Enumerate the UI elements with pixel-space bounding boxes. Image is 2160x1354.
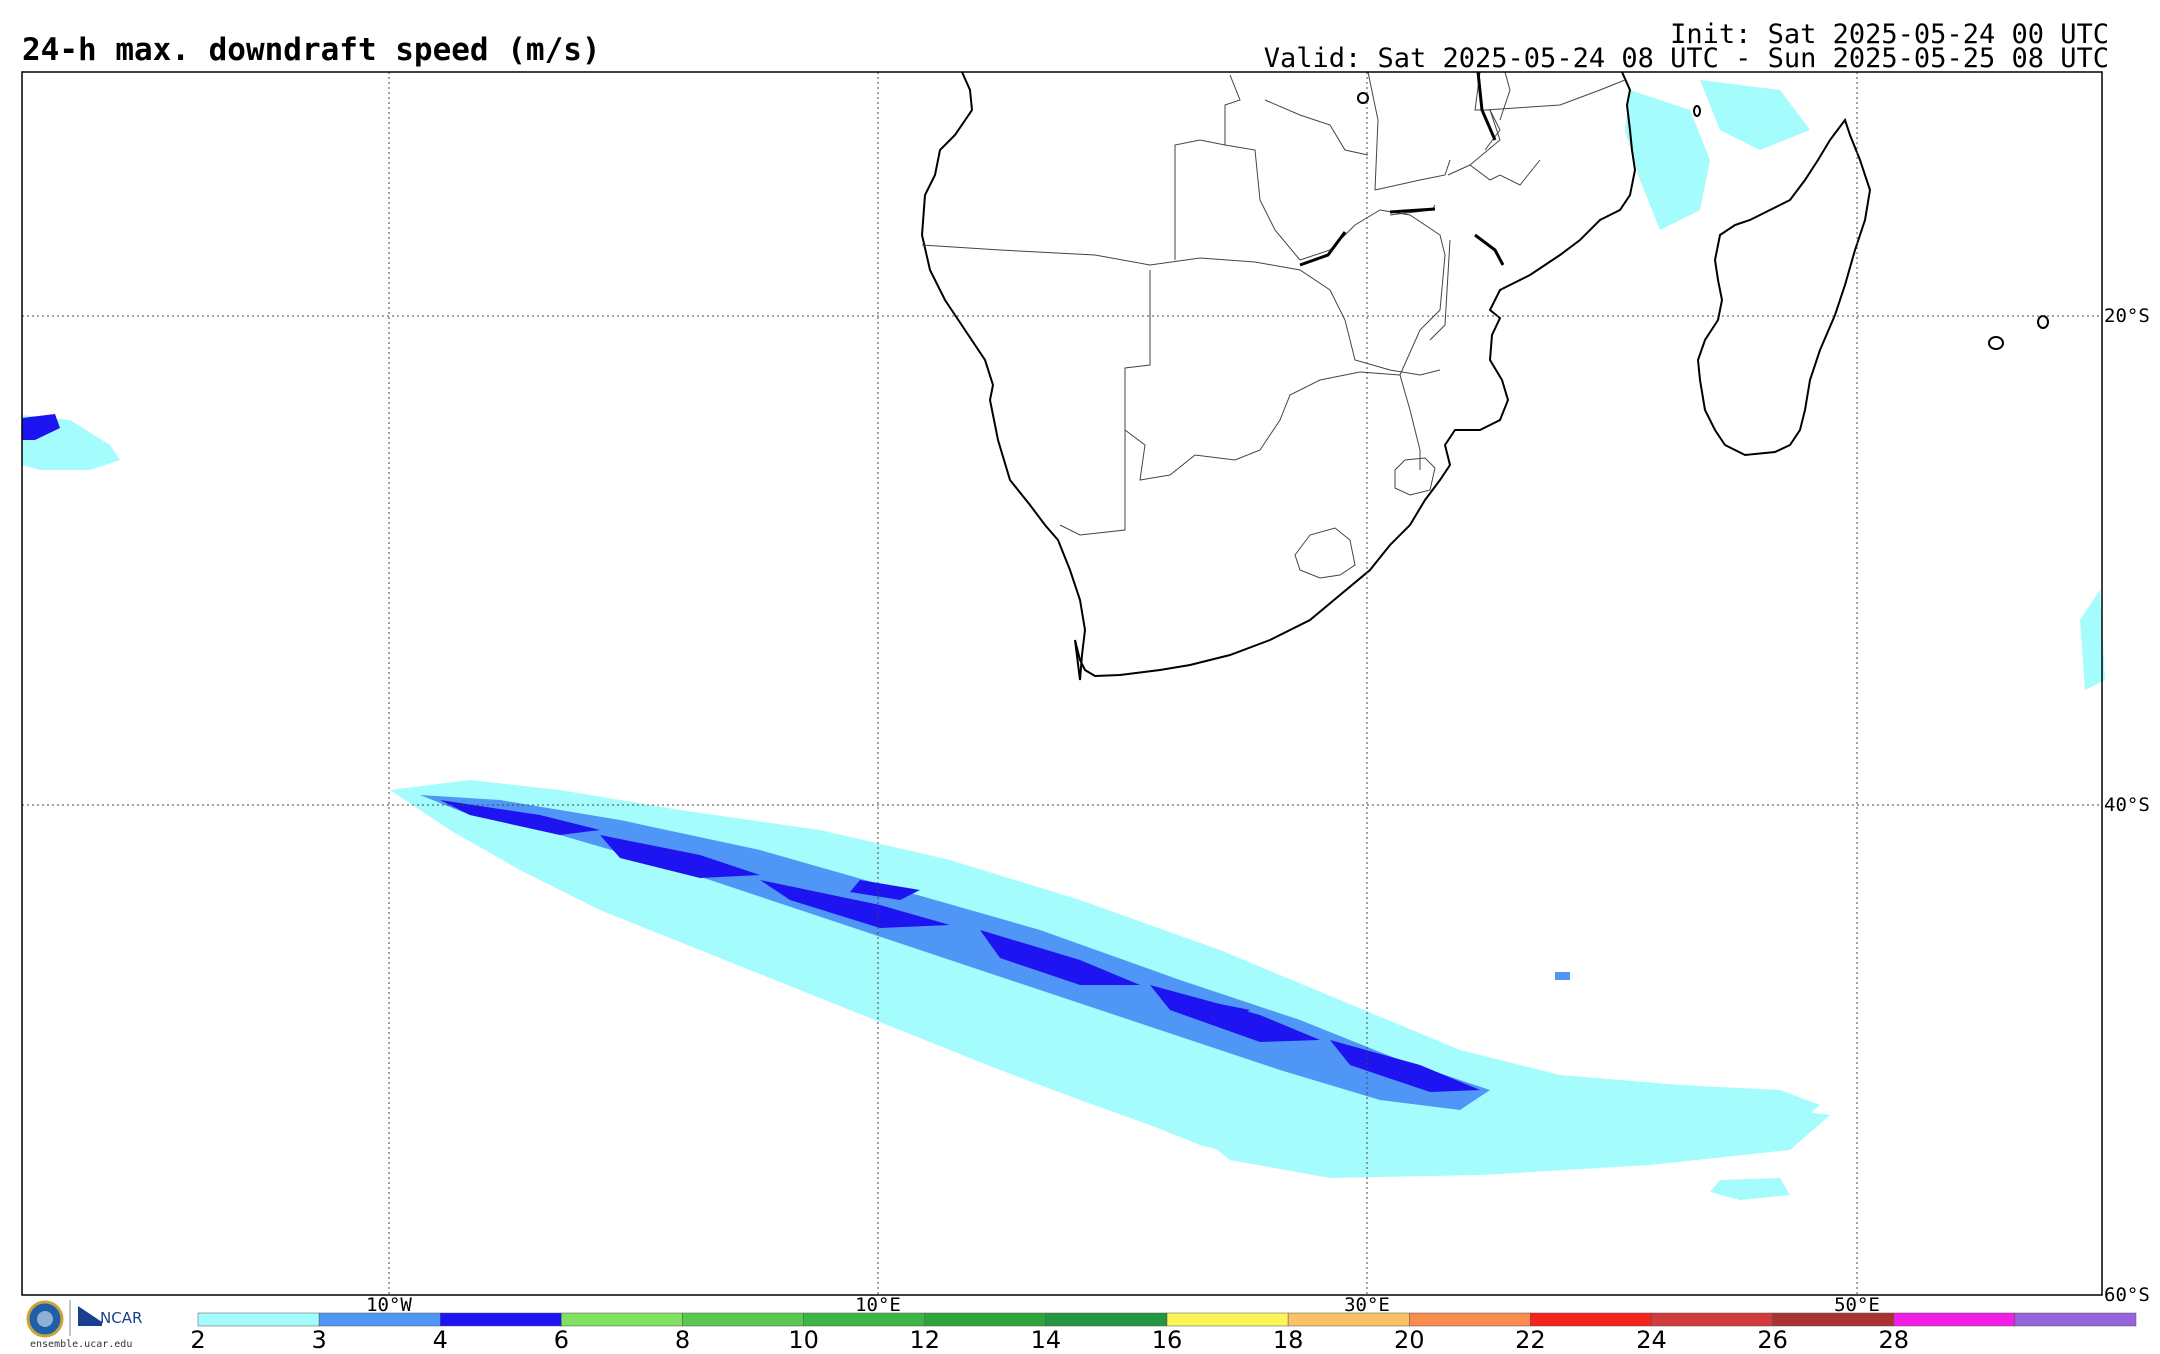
colorbar-swatch [803,1312,925,1327]
madagascar-coastline [1696,117,1872,457]
colorbar-swatch [924,1312,1047,1327]
field-light-lobe [1710,1178,1790,1200]
map-title: 24-h max. downdraft speed (m/s) [22,32,601,68]
colorbar-tick-label: 3 [311,1326,326,1354]
colorbar-tick-label: 12 [909,1326,940,1354]
valid-time: Valid: Sat 2025-05-24 08 UTC - Sun 2025-… [1263,43,2109,74]
colorbar-swatch [1409,1312,1531,1327]
nsf-logo [26,1300,64,1338]
field-medium-band [420,795,1490,1110]
colorbar-swatch [1893,1312,2016,1327]
field-ne-patch [1625,90,1710,230]
field-dark-streaks [440,800,1480,1092]
ncar-logo-text: NCAR [100,1309,143,1327]
africa-coastline [920,71,1637,681]
colorbar-swatch [2014,1312,2137,1327]
gridlines [22,72,2102,1295]
footer-url: ensemble.ucar.edu [30,1339,133,1350]
colorbar-swatch [1287,1312,1410,1327]
field-small-spot [1555,972,1570,980]
field-east-patch [2080,590,2105,690]
colorbar-swatch [682,1312,804,1327]
colorbar-tick-label: 10 [788,1326,819,1354]
field-light-tail [1180,1105,1830,1178]
colorbar-tick-label: 26 [1757,1326,1788,1354]
divider [69,1300,71,1336]
colorbar-tick-label: 16 [1152,1326,1183,1354]
lat-label-40s: 40°S [2104,794,2150,816]
colorbar-tick-label: 20 [1394,1326,1425,1354]
colorbar-tick-label: 4 [433,1326,448,1354]
lat-label-20s: 20°S [2104,305,2150,327]
colorbar-swatch [197,1312,320,1327]
colorbar-swatch [1772,1312,1894,1327]
colorbar-tick-label: 28 [1878,1326,1909,1354]
colorbar-tick-label: 18 [1273,1326,1304,1354]
ncar-logo-icon [78,1306,102,1326]
colorbar-swatch [1530,1312,1652,1327]
coastlines [920,71,2049,681]
colorbar-swatch [318,1312,441,1327]
colorbar-tick-label: 24 [1636,1326,1667,1354]
field-west-patch-dark [22,414,60,440]
map-frame [21,71,2103,1296]
downdraft-field [22,80,2105,1200]
colorbar-tick-label: 2 [190,1326,205,1354]
colorbar-swatch [1166,1312,1289,1327]
colorbar-swatch [440,1312,562,1327]
colorbar-tick-label: 6 [554,1326,569,1354]
init-time: Init: Sat 2025-05-24 00 UTC [1670,19,2109,50]
lake-outline [1357,92,1369,104]
colorbar-swatch [561,1312,683,1327]
mauritius-outline [1988,336,2004,350]
inland-water [1299,71,1505,267]
colorbar-swatch [1045,1312,1168,1327]
field-ne-patch2 [1700,80,1810,150]
lon-label-30e: 30°E [1344,1294,1390,1316]
lat-label-60s: 60°S [2104,1284,2150,1306]
reunion-outline [2037,315,2049,329]
colorbar-swatch [1651,1312,1773,1327]
lon-label-50e: 50°E [1834,1294,1880,1316]
lon-label-10e: 10°E [855,1294,901,1316]
colorbar-tick-label: 8 [675,1326,690,1354]
colorbar: 2 3 4 6 8 10 12 14 16 18 20 22 24 26 28 [190,1312,2137,1354]
colorbar-tick-label: 14 [1031,1326,1062,1354]
comoros-outline [1693,105,1701,117]
colorbar-tick-label: 22 [1515,1326,1546,1354]
lon-label-10w: 10°W [366,1294,412,1316]
